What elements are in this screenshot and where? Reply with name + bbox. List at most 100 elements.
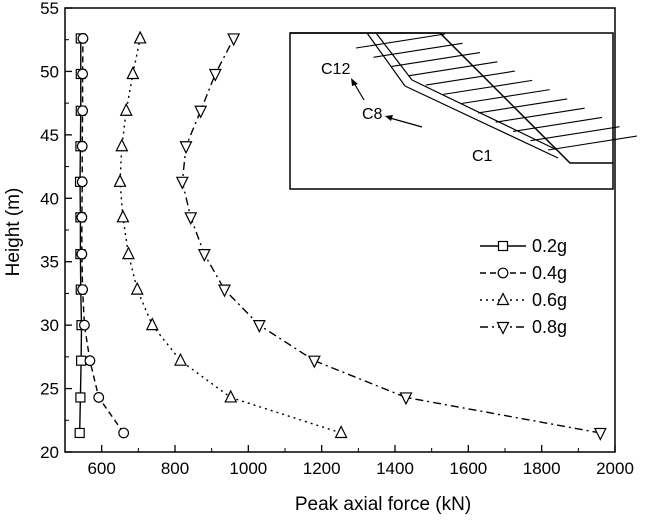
inset-wall-lower [404,85,559,159]
y-tick-label: 35 [40,253,59,272]
y-tick-label: 50 [40,62,59,81]
data-point [121,246,135,260]
inset-anchors [355,33,638,151]
data-point [224,389,238,403]
data-point [76,176,88,188]
inset-anchor [513,116,603,132]
series-layer [74,30,607,441]
data-point [334,425,348,439]
data-point [76,211,88,223]
data-point [593,427,607,441]
y-axis-label: Height (m) [3,188,24,277]
data-point [175,176,189,190]
legend-label: 0.8g [532,317,567,337]
data-point [118,427,130,439]
legend-marker [497,240,509,252]
data-point [74,427,85,439]
legend-marker [496,321,510,335]
inset-wall-upper-2 [375,32,413,81]
data-point [76,355,87,366]
data-point [307,355,321,369]
y-tick-label: 25 [40,380,59,399]
data-point [145,317,159,331]
series-line [181,38,601,434]
data-point [126,66,140,80]
inset-anchor [547,135,638,151]
data-point [77,105,88,117]
inset-anchor [408,61,498,77]
legend-marker [497,267,509,279]
inset-label-c1: C1 [472,148,493,165]
inset-diagram: C12 C8 C1 [289,32,638,190]
inset-frame [289,32,614,190]
data-point [227,33,241,47]
data-point [77,284,88,296]
data-point [115,138,129,152]
y-tick-label: 55 [40,0,59,18]
legend-item: 0.8g [480,317,567,337]
data-point [93,392,105,403]
data-point [133,30,147,44]
x-tick-label: 800 [161,459,189,478]
inset-anchor [425,70,515,86]
inset-anchor [355,33,446,49]
inset-wall-lower-2 [411,79,558,151]
inset-wall-upper [366,32,406,87]
legend: 0.2g 0.4g 0.6g 0.8g [480,236,567,337]
x-tick-label: 1200 [303,459,341,478]
inset-anchor [390,52,480,68]
data-point [208,68,222,82]
inset-anchor [495,107,585,123]
data-point [130,281,144,295]
inset-label-c8: C8 [362,106,383,123]
x-tick-label: 2000 [596,459,634,478]
x-tick-label: 1800 [523,459,561,478]
legend-item: 0.4g [480,263,567,283]
arrow-c8 [385,115,423,128]
x-axis-label: Peak axial force (kN) [295,494,471,515]
data-point [197,249,211,262]
y-tick-label: 45 [40,126,59,145]
legend-label: 0.4g [532,263,567,283]
data-point [252,320,266,333]
series-line [78,38,83,433]
data-point [113,173,127,187]
series-0.2g [74,33,87,439]
y-tick-label: 40 [40,189,59,208]
data-point [84,355,96,367]
inset-anchor [530,126,620,142]
series-line [81,38,125,434]
y-tick-label: 30 [40,316,59,335]
legend-item: 0.2g [480,236,567,256]
y-tick-label: 20 [40,443,59,462]
inset-slope-outline [290,32,613,164]
series-0.6g [113,30,348,439]
data-point [116,209,130,223]
data-point [75,392,86,403]
inset-label-c12: C12 [321,61,350,78]
inset-anchor [443,79,533,95]
x-tick-label: 1600 [449,459,487,478]
series-0.4g [76,33,130,439]
data-point [77,33,89,44]
data-point [399,392,413,406]
axis-ticks: 600 800 1000 1200 1400 1600 1800 2000 20 25 30 35 40… [40,0,634,478]
legend-item: 0.6g [480,290,567,310]
inset-anchor [478,98,568,114]
data-point [77,68,88,80]
data-point [218,284,231,298]
data-point [194,105,208,119]
legend-label: 0.6g [532,290,567,310]
legend-label: 0.2g [532,236,567,256]
data-point [76,248,88,260]
series-0.8g [175,33,607,441]
data-point [174,352,187,366]
x-tick-label: 1400 [376,459,414,478]
arrow-c12 [351,78,365,101]
inset-anchor [460,89,550,105]
legend-marker [496,292,510,306]
inset-anchor [373,42,463,58]
data-point [179,141,193,155]
x-tick-label: 600 [87,459,115,478]
